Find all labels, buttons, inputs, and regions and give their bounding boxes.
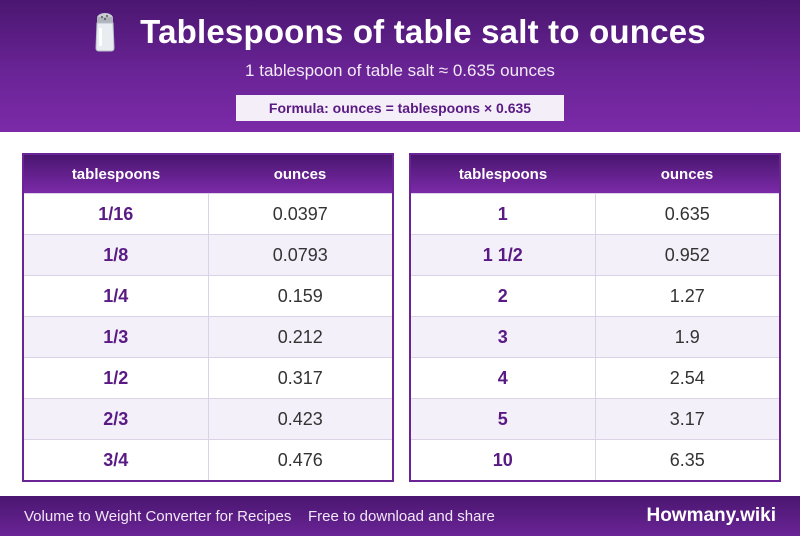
- tablespoons-cell: 1 1/2: [411, 235, 596, 275]
- ounces-cell: 1.9: [674, 326, 700, 347]
- tablespoons-cell: 4: [411, 358, 596, 398]
- table-row: 1 1/2 0.952: [411, 234, 779, 275]
- ounces-cell: 0.317: [277, 367, 323, 388]
- table-row: 1/4 0.159: [24, 275, 392, 316]
- tablespoons-cell: 2: [411, 276, 596, 316]
- ounces-cell: 0.212: [277, 326, 323, 347]
- page-title: Tablespoons of table salt to ounces: [140, 13, 706, 50]
- tablespoons-cell: 1/4: [24, 276, 209, 316]
- salt-shaker-icon: [94, 12, 116, 52]
- footer-tagline: Volume to Weight Converter for Recipes: [24, 508, 292, 525]
- footer-bar: Volume to Weight Converter for Recipes F…: [0, 496, 800, 536]
- ounces-cell: 0.0397: [272, 203, 328, 224]
- table-row: 2 1.27: [411, 275, 779, 316]
- table-row: 3 1.9: [411, 316, 779, 357]
- tablespoons-cell: 1/8: [24, 235, 209, 275]
- table-row: 4 2.54: [411, 357, 779, 398]
- tablespoons-cell: 1/2: [24, 358, 209, 398]
- ounces-cell: 0.476: [277, 449, 323, 470]
- conversion-table-right: tablespoons ounces 1 0.635 1 1/2 0.952 2 1.…: [409, 153, 781, 482]
- ounces-cell: 0.952: [664, 244, 710, 265]
- ounces-cell: 3.17: [669, 408, 705, 429]
- column-header-ounces: ounces: [273, 165, 327, 183]
- tablespoons-cell: 1: [411, 194, 596, 234]
- table-row: 3/4 0.476: [24, 439, 392, 480]
- ounces-cell: 0.159: [277, 285, 323, 306]
- ounces-cell: 0.423: [277, 408, 323, 429]
- page-subtitle: 1 tablespoon of table salt ≈ 0.635 ounce…: [245, 61, 555, 80]
- tablespoons-cell: 1/3: [24, 317, 209, 357]
- table-header: tablespoons ounces: [411, 155, 779, 193]
- tablespoons-cell: 5: [411, 399, 596, 439]
- table-row: 2/3 0.423: [24, 398, 392, 439]
- table-row: 1/16 0.0397: [24, 193, 392, 234]
- table-row: 1/8 0.0793: [24, 234, 392, 275]
- tablespoons-cell: 3: [411, 317, 596, 357]
- footer-note: Free to download and share: [308, 508, 495, 525]
- ounces-cell: 6.35: [669, 449, 705, 470]
- conversion-table-left: tablespoons ounces 1/16 0.0397 1/8 0.0793 …: [22, 153, 394, 482]
- header-banner: Tablespoons of table salt to ounces 1 ta…: [0, 0, 800, 132]
- tablespoons-cell: 3/4: [24, 440, 209, 480]
- tablespoons-cell: 2/3: [24, 399, 209, 439]
- table-row: 1/3 0.212: [24, 316, 392, 357]
- column-header-tablespoons: tablespoons: [458, 165, 548, 183]
- column-header-tablespoons: tablespoons: [71, 165, 161, 183]
- column-header-ounces: ounces: [660, 165, 714, 183]
- brand-logo-text[interactable]: Howmany.wiki: [646, 505, 776, 526]
- table-row: 5 3.17: [411, 398, 779, 439]
- table-row: 10 6.35: [411, 439, 779, 480]
- tablespoons-cell: 10: [411, 440, 596, 480]
- ounces-cell: 0.0793: [272, 244, 328, 265]
- table-row: 1/2 0.317: [24, 357, 392, 398]
- ounces-cell: 1.27: [669, 285, 705, 306]
- table-header: tablespoons ounces: [24, 155, 392, 193]
- title-row: Tablespoons of table salt to ounces: [0, 12, 800, 52]
- table-row: 1 0.635: [411, 193, 779, 234]
- formula-box: Formula: ounces = tablespoons × 0.635: [236, 95, 564, 121]
- ounces-cell: 0.635: [664, 203, 710, 224]
- tablespoons-cell: 1/16: [24, 194, 209, 234]
- ounces-cell: 2.54: [669, 367, 705, 388]
